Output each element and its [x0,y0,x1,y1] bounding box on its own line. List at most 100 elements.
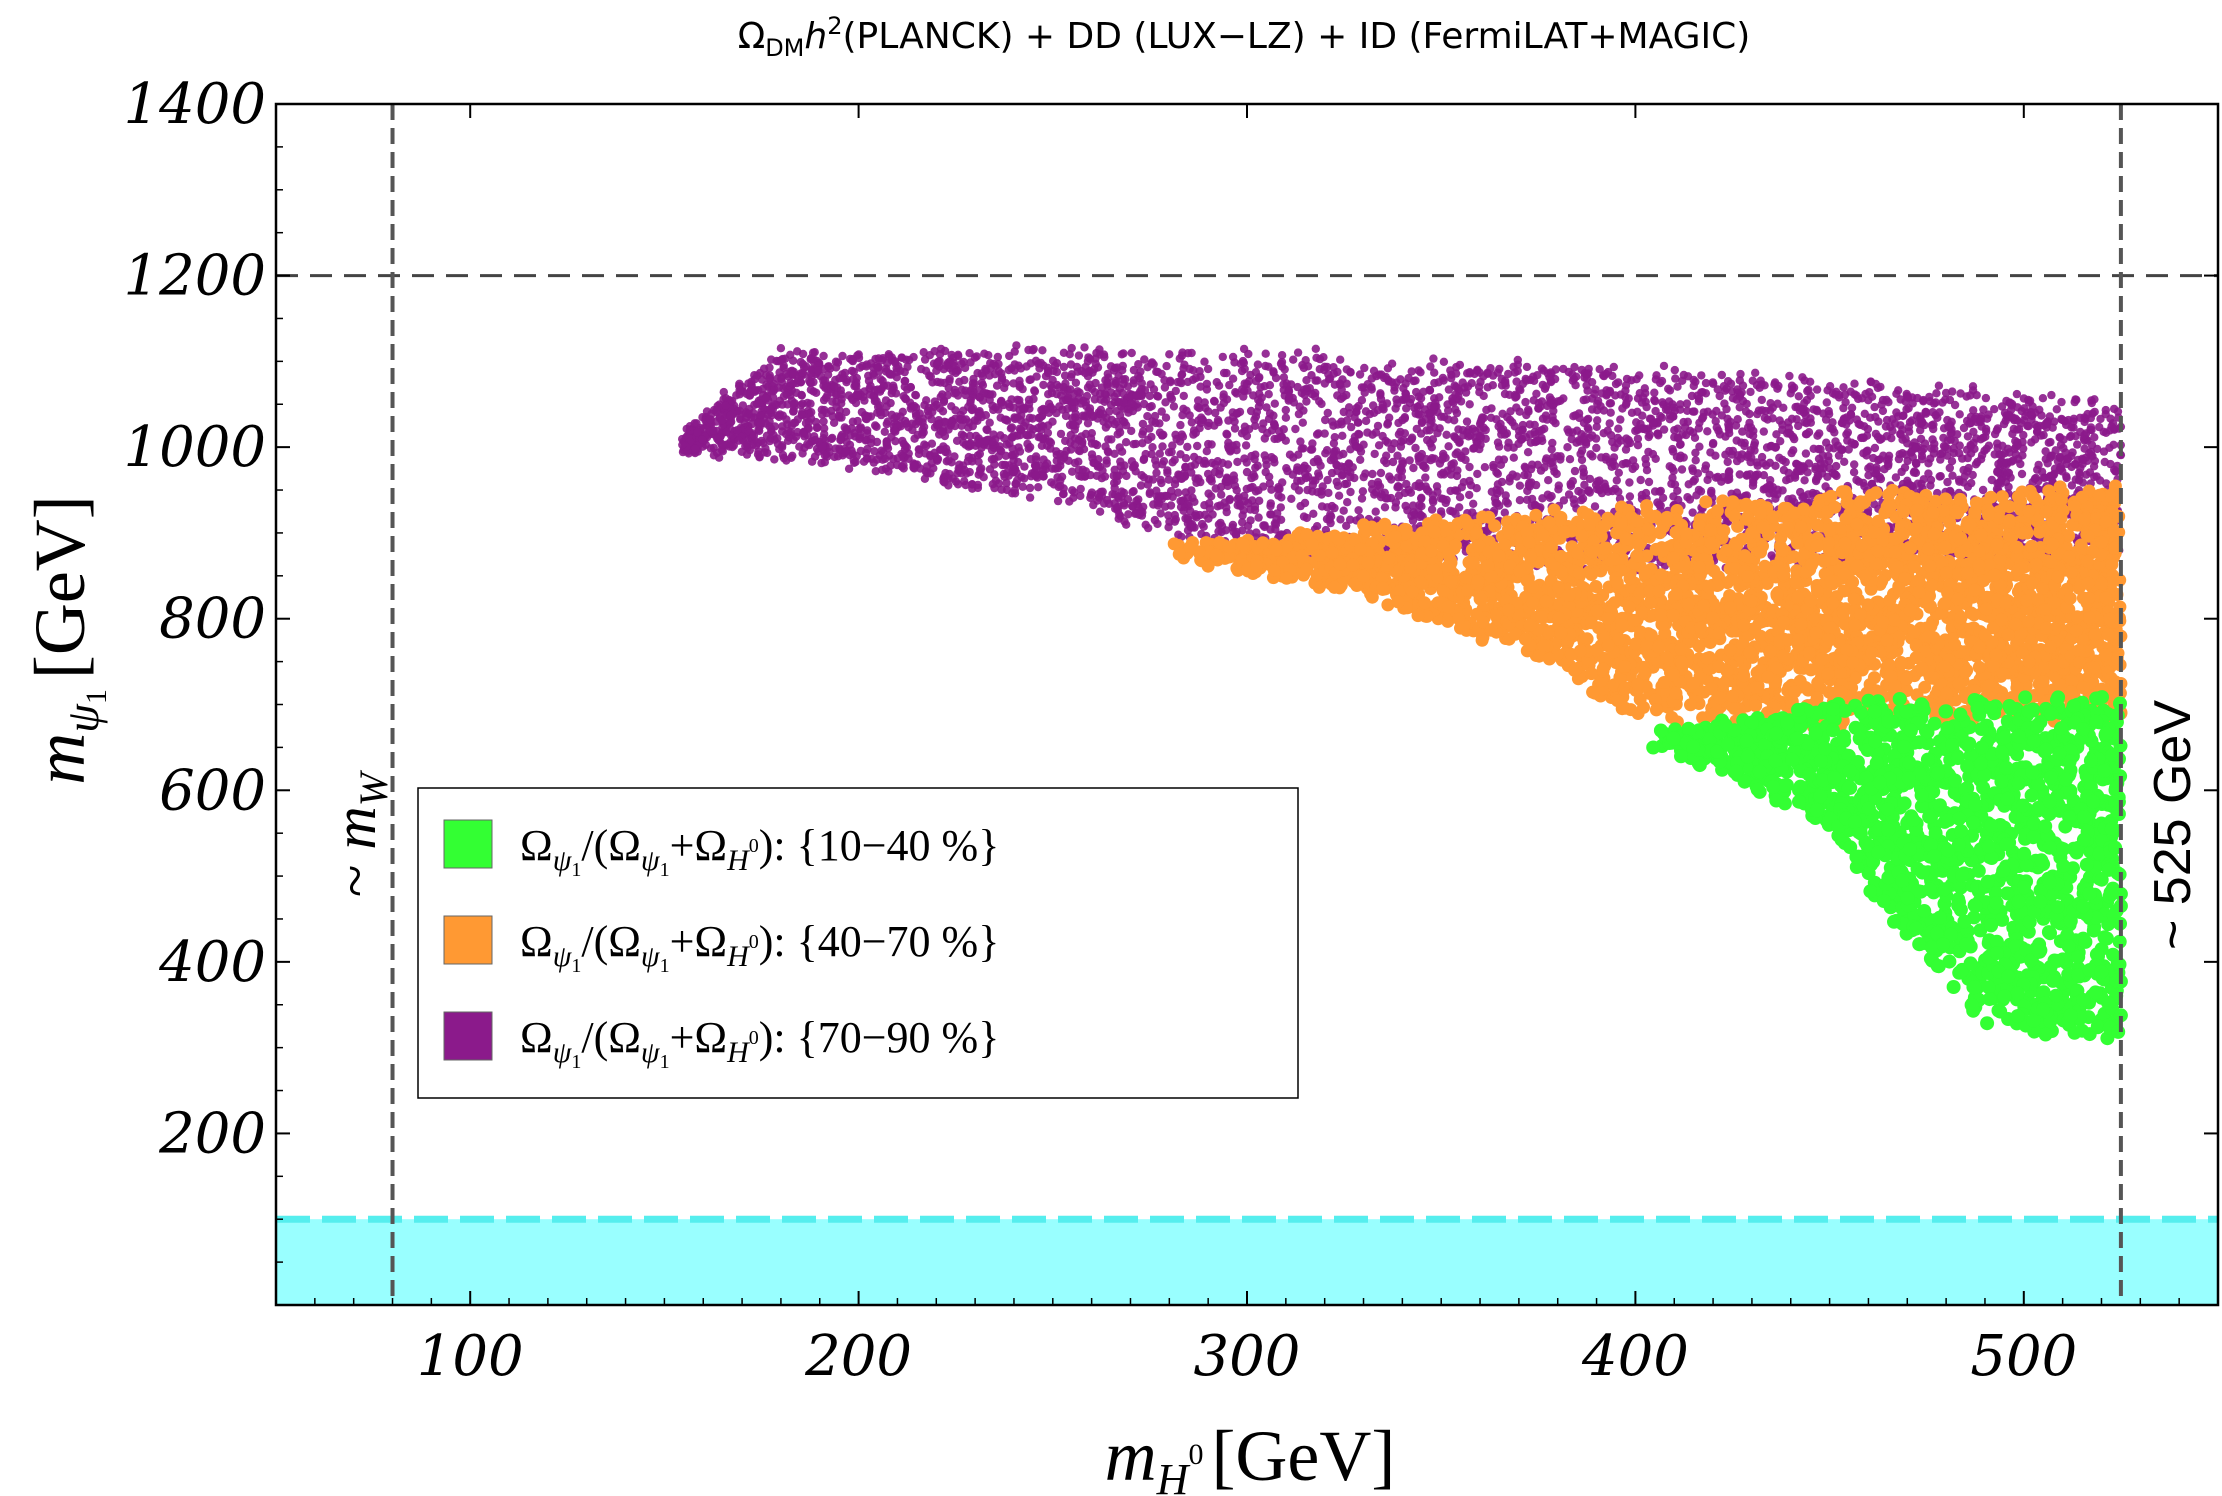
scatter-point [1152,468,1161,477]
scatter-point [967,405,977,414]
scatter-point [1870,402,1879,412]
scatter-point [1287,494,1296,503]
scatter-point [819,395,829,405]
scatter-point [1134,360,1143,369]
scatter-point [1465,400,1474,409]
scatter-point [1284,396,1293,405]
scatter-point [1605,419,1614,428]
scatter-point [1239,344,1249,354]
scatter-point [1778,455,1787,465]
scatter-point [1650,395,1659,405]
scatter-point [719,387,728,397]
scatter-point [1712,423,1722,432]
scatter-point [1476,377,1485,387]
scatter-point [1644,432,1653,442]
scatter-point [1508,470,1517,479]
scatter-point [1595,365,1604,374]
scatter-point [2078,455,2087,465]
scatter-point [1356,455,1365,464]
scatter-point [1926,454,1935,463]
scatter-point [1046,381,1055,390]
scatter-point [896,419,905,429]
scatter-point [1797,464,1807,474]
scatter-point [988,390,997,399]
scatter-point [993,352,1002,362]
scatter-point [1029,394,1038,404]
scatter-point [870,447,879,456]
scatter-point [1863,424,1873,434]
scatter-point [2027,438,2036,447]
scatter-point [906,383,915,392]
scatter-point [742,413,751,422]
scatter-point [1966,412,1976,422]
scatter-point [1439,357,1449,366]
scatter-point [1300,498,1310,508]
scatter-point [1140,355,1149,364]
scatter-point [1967,478,1976,488]
scatter-point [1357,494,1367,503]
scatter-point [970,353,980,362]
scatter-point [1757,380,1766,389]
scatter-point [1580,480,1589,490]
scatter-point [1232,440,1241,450]
scatter-point [1465,490,1474,500]
scatter-point [1068,486,1077,495]
scatter-point [1741,407,1751,416]
scatter-point [819,351,828,361]
scatter-point [770,422,780,431]
scatter-point [1311,344,1321,353]
scatter-point [1100,472,1110,481]
scatter-point [709,443,718,453]
scatter-point [2011,436,2020,446]
scatter-point [2013,425,2022,434]
scatter-point [1204,489,1213,498]
scatter-point [980,436,990,446]
scatter-point [1191,428,1201,438]
scatter-point [862,360,871,369]
scatter-point [1356,447,1366,456]
scatter-point [1122,520,1131,529]
scatter-point [1429,354,1438,363]
scatter-point [1690,475,1700,484]
scatter-point [1205,475,1215,484]
scatter-point [1625,492,1635,501]
scatter-point [909,461,919,470]
scatter-point [1547,445,1556,454]
scatter-point [2074,476,2084,485]
scatter-point [1203,364,1213,374]
scatter-point [1080,343,1089,352]
scatter-point [754,399,764,408]
scatter-point [1179,391,1189,401]
scatter-point [1104,448,1113,457]
scatter-point [1914,419,1923,428]
scatter-point [1614,424,1623,433]
scatter-point [1320,429,1329,438]
scatter-point [1031,452,1041,461]
scatter-point [2055,433,2064,442]
scatter-point [1758,459,1768,468]
scatter-point [1527,501,1536,511]
scatter-point [1487,404,1496,413]
scatter-point [1670,426,1679,435]
scatter-point [1501,381,1510,390]
scatter-point [1669,403,1679,412]
scatter-point [1034,483,1043,492]
scatter-point [753,371,762,380]
scatter-point [2017,469,2027,479]
scatter-point [959,438,968,447]
scatter-point [778,411,787,420]
scatter-point [828,397,837,406]
scatter-point [1397,437,1406,446]
scatter-point [1566,479,1575,489]
scatter-point [1437,455,1447,464]
scatter-point [1498,409,1507,418]
scatter-point [1171,386,1181,396]
scatter-point [965,431,975,441]
scatter-point [789,369,798,378]
scatter-point [1471,427,1480,436]
scatter-point [1147,358,1157,367]
scatter-point [978,396,988,405]
scatter-point [1888,426,1897,436]
chart-title: ΩDMh2(PLANCK) + DD (LUX−LZ) + ID (FermiL… [738,12,1751,62]
scatter-point [1513,355,1523,365]
